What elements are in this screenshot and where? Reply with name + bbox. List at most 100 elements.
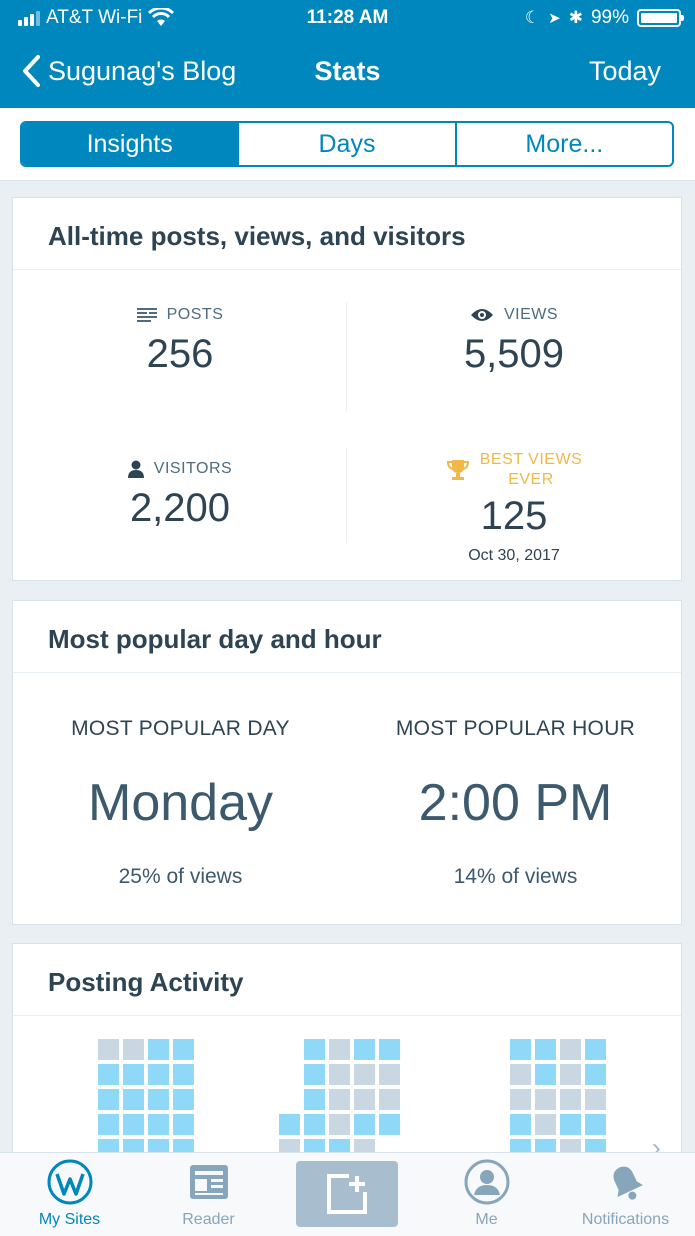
tab-label: My Sites xyxy=(38,1211,101,1228)
segmented-control: Insights Days More... xyxy=(20,121,674,167)
activity-day-cell xyxy=(560,1114,581,1135)
chevron-right-icon[interactable]: › xyxy=(651,1132,661,1163)
activity-month-grid xyxy=(279,1039,400,1160)
activity-day-cell xyxy=(123,1039,144,1060)
activity-month-grid xyxy=(98,1039,194,1160)
activity-day-cell xyxy=(354,1064,375,1085)
activity-day-cell xyxy=(379,1089,400,1110)
visitors-stat: VISITORS 2,200 xyxy=(13,460,347,531)
me-icon xyxy=(464,1159,509,1205)
reader-icon xyxy=(189,1165,228,1199)
activity-day-cell xyxy=(329,1039,350,1060)
status-right: ☾ ➤ ✱ 99% xyxy=(524,7,684,29)
activity-day-cell xyxy=(560,1064,581,1085)
best-label-line1: BEST VIEWS xyxy=(479,451,583,468)
popular-day: MOST POPULAR DAY Monday 25% of views xyxy=(13,717,348,889)
best-label-line2: EVER xyxy=(508,471,554,488)
activity-day-cell xyxy=(148,1064,169,1085)
activity-day-cell xyxy=(279,1089,300,1110)
divider xyxy=(346,448,347,543)
activity-day-cell xyxy=(535,1064,556,1085)
activity-day-cell xyxy=(585,1089,606,1110)
posting-activity-title: Posting Activity xyxy=(13,944,681,1016)
status-left: AT&T Wi-Fi xyxy=(18,7,175,29)
bluetooth-icon: ✱ xyxy=(568,8,583,27)
location-icon: ➤ xyxy=(548,10,561,27)
popular-hour-label: MOST POPULAR HOUR xyxy=(395,717,636,740)
segment-days[interactable]: Days xyxy=(237,123,454,165)
activity-day-cell xyxy=(98,1064,119,1085)
segment-more[interactable]: More... xyxy=(454,123,672,165)
carrier-label: AT&T Wi-Fi xyxy=(46,7,143,28)
activity-day-cell xyxy=(535,1039,556,1060)
back-label: Sugunag's Blog xyxy=(48,55,237,86)
activity-day-cell xyxy=(379,1114,400,1135)
best-views-stat: BEST VIEWS EVER 125 Oct 30, 2017 xyxy=(347,450,681,565)
activity-day-cell xyxy=(354,1114,375,1135)
tab-label: Notifications xyxy=(581,1211,670,1228)
activity-day-cell xyxy=(585,1064,606,1085)
popular-day-percent: 25% of views xyxy=(118,865,243,888)
activity-day-cell xyxy=(173,1114,194,1135)
wordpress-icon xyxy=(47,1159,92,1205)
tab-me[interactable]: Me xyxy=(417,1153,556,1229)
new-post-button[interactable] xyxy=(296,1161,398,1227)
popular-hour: MOST POPULAR HOUR 2:00 PM 14% of views xyxy=(348,717,683,889)
status-time: 11:28 AM xyxy=(306,7,389,28)
activity-day-cell xyxy=(98,1089,119,1110)
tab-label: Me xyxy=(475,1211,498,1228)
activity-day-cell xyxy=(510,1089,531,1110)
tab-bar: My Sites Reader Me Notifications xyxy=(0,1152,695,1236)
activity-day-cell xyxy=(98,1114,119,1135)
activity-day-cell xyxy=(304,1064,325,1085)
activity-day-cell xyxy=(535,1089,556,1110)
tab-notifications[interactable]: Notifications xyxy=(556,1153,695,1229)
alltime-card: All-time posts, views, and visitors POST… xyxy=(12,197,682,581)
posts-label: POSTS xyxy=(166,306,224,323)
activity-day-cell xyxy=(535,1114,556,1135)
tab-label: Reader xyxy=(182,1211,235,1228)
tab-my-sites[interactable]: My Sites xyxy=(0,1153,139,1229)
activity-day-cell xyxy=(510,1064,531,1085)
divider xyxy=(346,302,347,412)
activity-day-cell xyxy=(379,1039,400,1060)
popular-title: Most popular day and hour xyxy=(13,601,681,673)
activity-day-cell xyxy=(148,1089,169,1110)
popular-hour-percent: 14% of views xyxy=(453,865,578,888)
best-views-value: 125 xyxy=(480,494,548,538)
activity-day-cell xyxy=(98,1039,119,1060)
moon-icon: ☾ xyxy=(524,8,541,27)
segment-bar: Insights Days More... xyxy=(0,108,695,181)
activity-day-cell xyxy=(279,1039,300,1060)
posts-value: 256 xyxy=(146,332,214,376)
alltime-title: All-time posts, views, and visitors xyxy=(13,198,681,270)
activity-day-cell xyxy=(379,1064,400,1085)
battery-percent: 99% xyxy=(590,7,629,28)
activity-day-cell xyxy=(304,1114,325,1135)
posts-icon xyxy=(136,308,157,322)
page-title: Stats xyxy=(314,56,381,86)
activity-day-cell xyxy=(329,1114,350,1135)
activity-day-cell xyxy=(123,1089,144,1110)
visitors-label: VISITORS xyxy=(153,460,233,477)
activity-day-cell xyxy=(173,1089,194,1110)
back-button[interactable]: Sugunag's Blog xyxy=(20,54,236,88)
popular-hour-value: 2:00 PM xyxy=(418,774,613,832)
segment-insights[interactable]: Insights xyxy=(22,123,238,165)
activity-day-cell xyxy=(510,1039,531,1060)
activity-day-cell xyxy=(304,1039,325,1060)
eye-icon xyxy=(470,309,493,321)
activity-day-cell xyxy=(148,1114,169,1135)
activity-day-cell xyxy=(173,1064,194,1085)
activity-day-cell xyxy=(560,1039,581,1060)
person-icon xyxy=(127,460,144,478)
tab-reader[interactable]: Reader xyxy=(139,1153,278,1229)
activity-day-cell xyxy=(279,1064,300,1085)
views-value: 5,509 xyxy=(463,332,565,376)
activity-day-cell xyxy=(329,1089,350,1110)
activity-day-cell xyxy=(329,1064,350,1085)
period-button[interactable]: Today xyxy=(588,56,661,86)
visitors-value: 2,200 xyxy=(129,486,231,530)
activity-day-cell xyxy=(354,1039,375,1060)
best-views-date: Oct 30, 2017 xyxy=(468,547,560,564)
